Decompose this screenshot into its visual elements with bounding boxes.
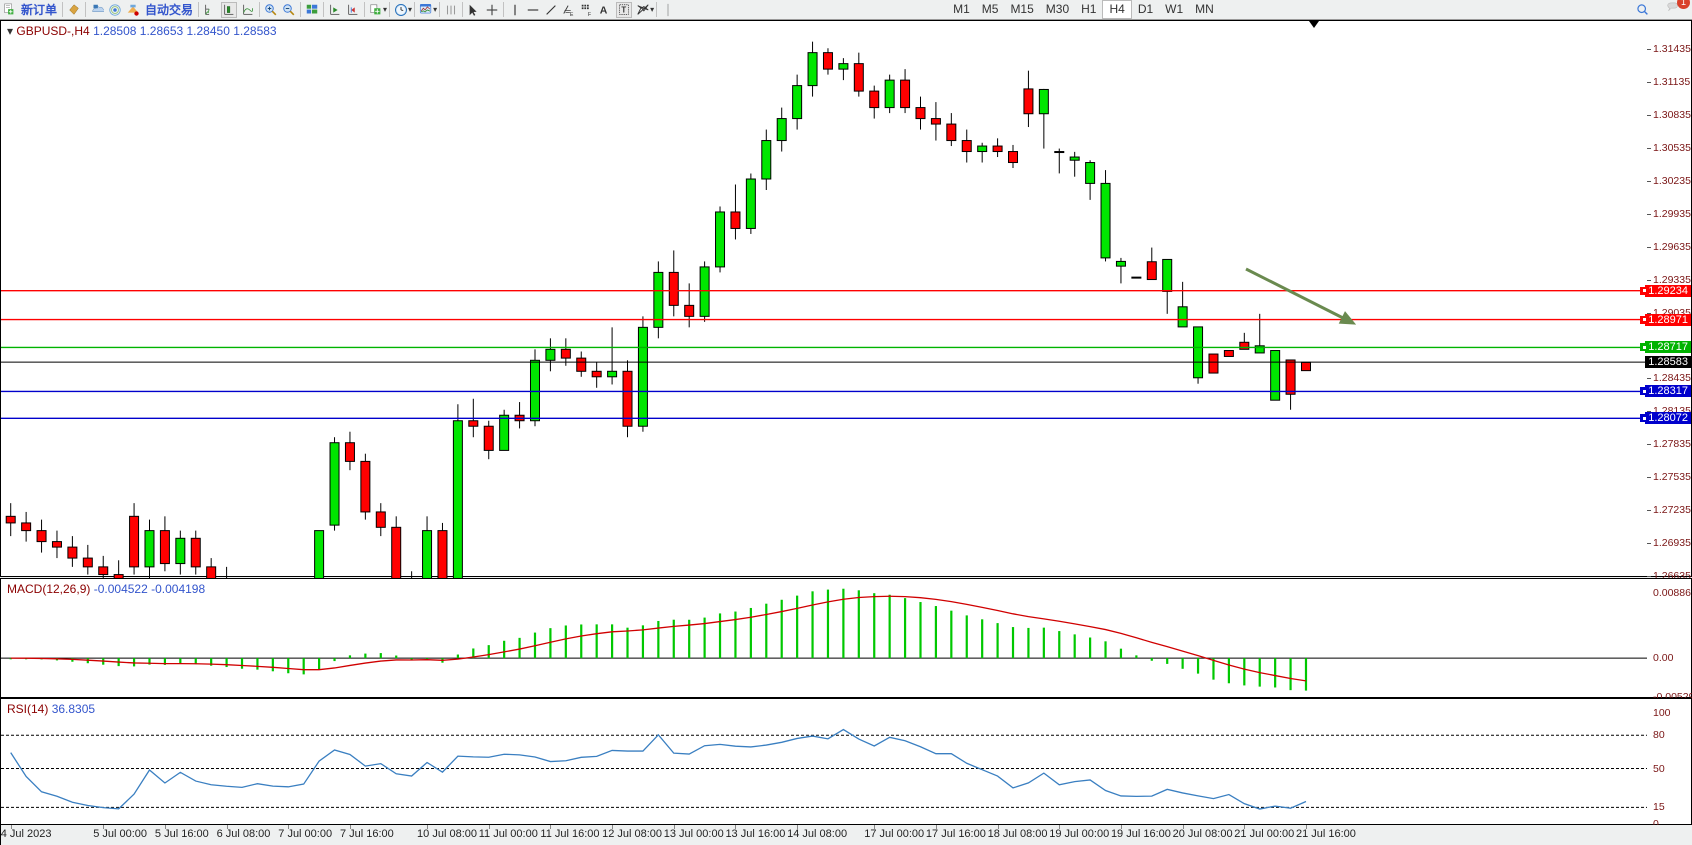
svg-text:T: T: [621, 5, 626, 14]
svg-text:E: E: [570, 12, 574, 17]
svg-text:F: F: [588, 12, 591, 17]
svg-text:A: A: [600, 4, 608, 16]
